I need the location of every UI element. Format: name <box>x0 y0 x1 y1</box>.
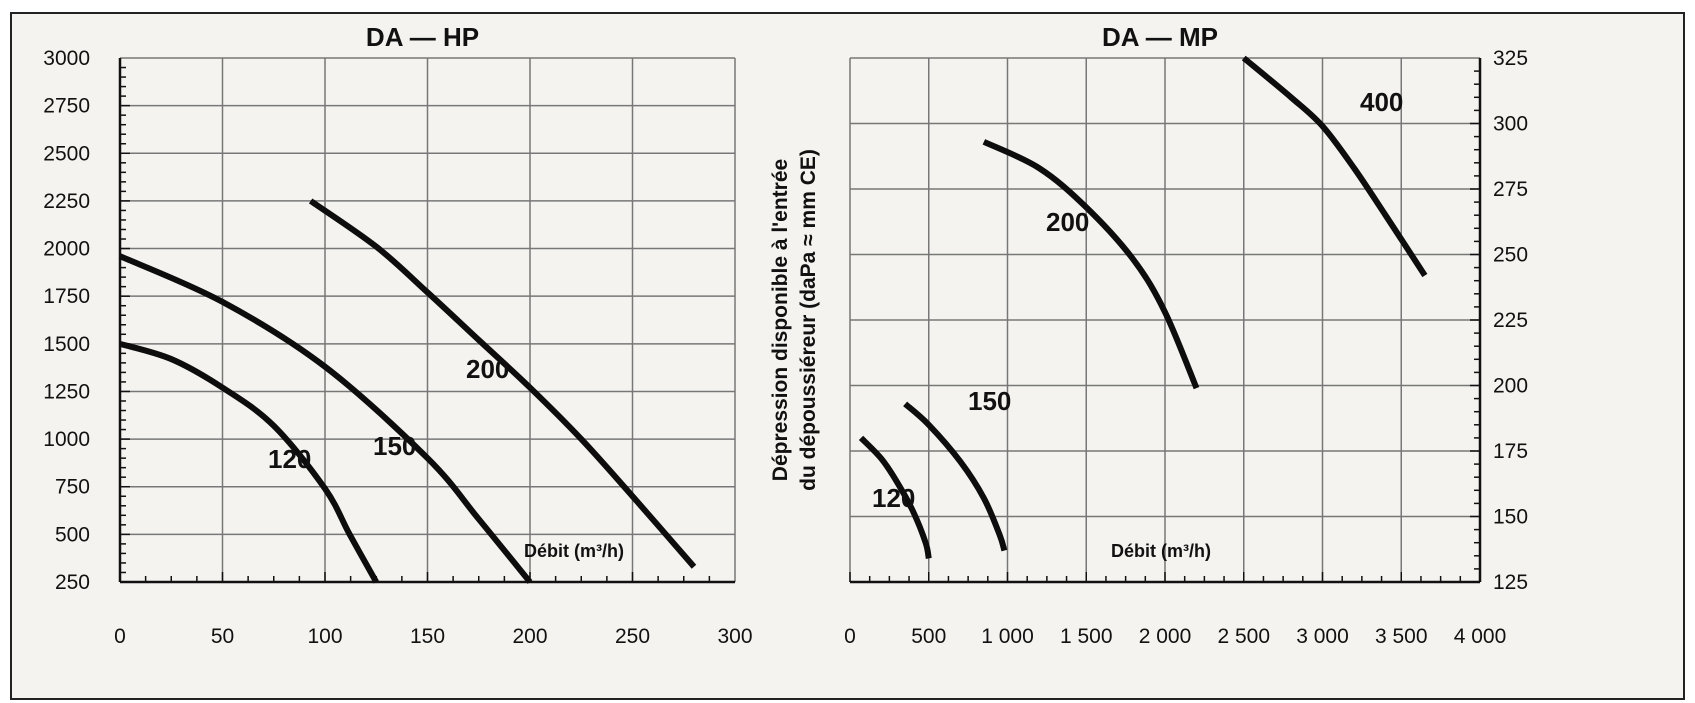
curve-label-120: 120 <box>872 483 915 513</box>
x-tick-label: 500 <box>911 625 946 648</box>
chart-da-hp: 0 50 100 150 200 250 300 250 500 750 1000 1250 1500 1… <box>43 22 752 648</box>
chart-da-mp: 0 500 1 000 1 500 2 000 2 500 3 000 3 500 4 000 1… <box>844 22 1528 648</box>
y-tick-label: 175 <box>1493 440 1528 463</box>
curve-label-150: 150 <box>373 431 416 461</box>
y-tick-label: 300 <box>1493 113 1528 136</box>
y-tick-label: 225 <box>1493 309 1528 332</box>
y-tick-label: 3000 <box>43 47 90 70</box>
chart-title: DA — MP <box>1102 22 1218 52</box>
x-tick-label: 2 000 <box>1139 625 1192 648</box>
x-tick-label: 0 <box>114 625 126 648</box>
curve-label-150: 150 <box>968 386 1011 416</box>
y-tick-label: 275 <box>1493 178 1528 201</box>
y-tick-label: 2000 <box>43 238 90 261</box>
curve-120 <box>119 340 379 584</box>
y-tick-label: 200 <box>1493 375 1528 398</box>
y-tick-label: 2250 <box>43 190 90 213</box>
x-tick-label: 3 500 <box>1375 625 1428 648</box>
y-tick-label: 250 <box>1493 244 1528 267</box>
curve-label-200: 200 <box>466 354 509 384</box>
y-tick-label: 1500 <box>43 333 90 356</box>
y-tick-label: 125 <box>1493 571 1528 594</box>
curve-200 <box>982 139 1200 390</box>
chart-frame <box>10 12 1685 700</box>
x-tick-label: 3 000 <box>1296 625 1349 648</box>
x-tick-label: 150 <box>410 625 445 648</box>
curve-label-400: 400 <box>1360 87 1403 117</box>
curve-400 <box>1241 55 1428 278</box>
y-tick-label: 1000 <box>43 428 90 451</box>
curve-200 <box>308 198 697 569</box>
y-tick-label: 1750 <box>43 285 90 308</box>
y-tick-label: 250 <box>55 571 90 594</box>
x-tick-label: 100 <box>307 625 342 648</box>
curve-150 <box>118 253 533 584</box>
y-tick-label: 2500 <box>43 142 90 165</box>
x-tick-label: 250 <box>615 625 650 648</box>
x-tick-label: 2 500 <box>1217 625 1270 648</box>
y-axis-label-line-2: du dépoussiéreur (daPa ≈ mm CE) <box>797 149 820 491</box>
y-tick-label: 150 <box>1493 506 1528 529</box>
x-tick-label: 300 <box>717 625 752 648</box>
chart-title: DA — HP <box>366 22 479 52</box>
y-tick-label: 750 <box>55 476 90 499</box>
curve-label-200: 200 <box>1046 207 1089 237</box>
curve-120 <box>858 435 932 560</box>
curve-150 <box>903 401 1008 552</box>
y-tick-label: 325 <box>1493 47 1528 70</box>
y-tick-label: 500 <box>55 523 90 546</box>
x-tick-label: 1 000 <box>981 625 1034 648</box>
y-axis-label-line-1: Dépression disponible à l'entrée <box>769 159 792 481</box>
x-axis-unit-label: Débit (m³/h) <box>1111 541 1211 561</box>
x-tick-label: 200 <box>512 625 547 648</box>
y-tick-label: 2750 <box>43 95 90 118</box>
x-axis-unit-label: Débit (m³/h) <box>524 541 624 561</box>
x-tick-label: 4 000 <box>1454 625 1507 648</box>
y-tick-label: 1250 <box>43 380 90 403</box>
x-tick-label: 50 <box>211 625 234 648</box>
curve-label-120: 120 <box>268 444 311 474</box>
x-tick-label: 0 <box>844 625 856 648</box>
x-tick-label: 1 500 <box>1060 625 1113 648</box>
y-axis-label: Dépression disponible à l'entrée du dépo… <box>769 149 820 491</box>
